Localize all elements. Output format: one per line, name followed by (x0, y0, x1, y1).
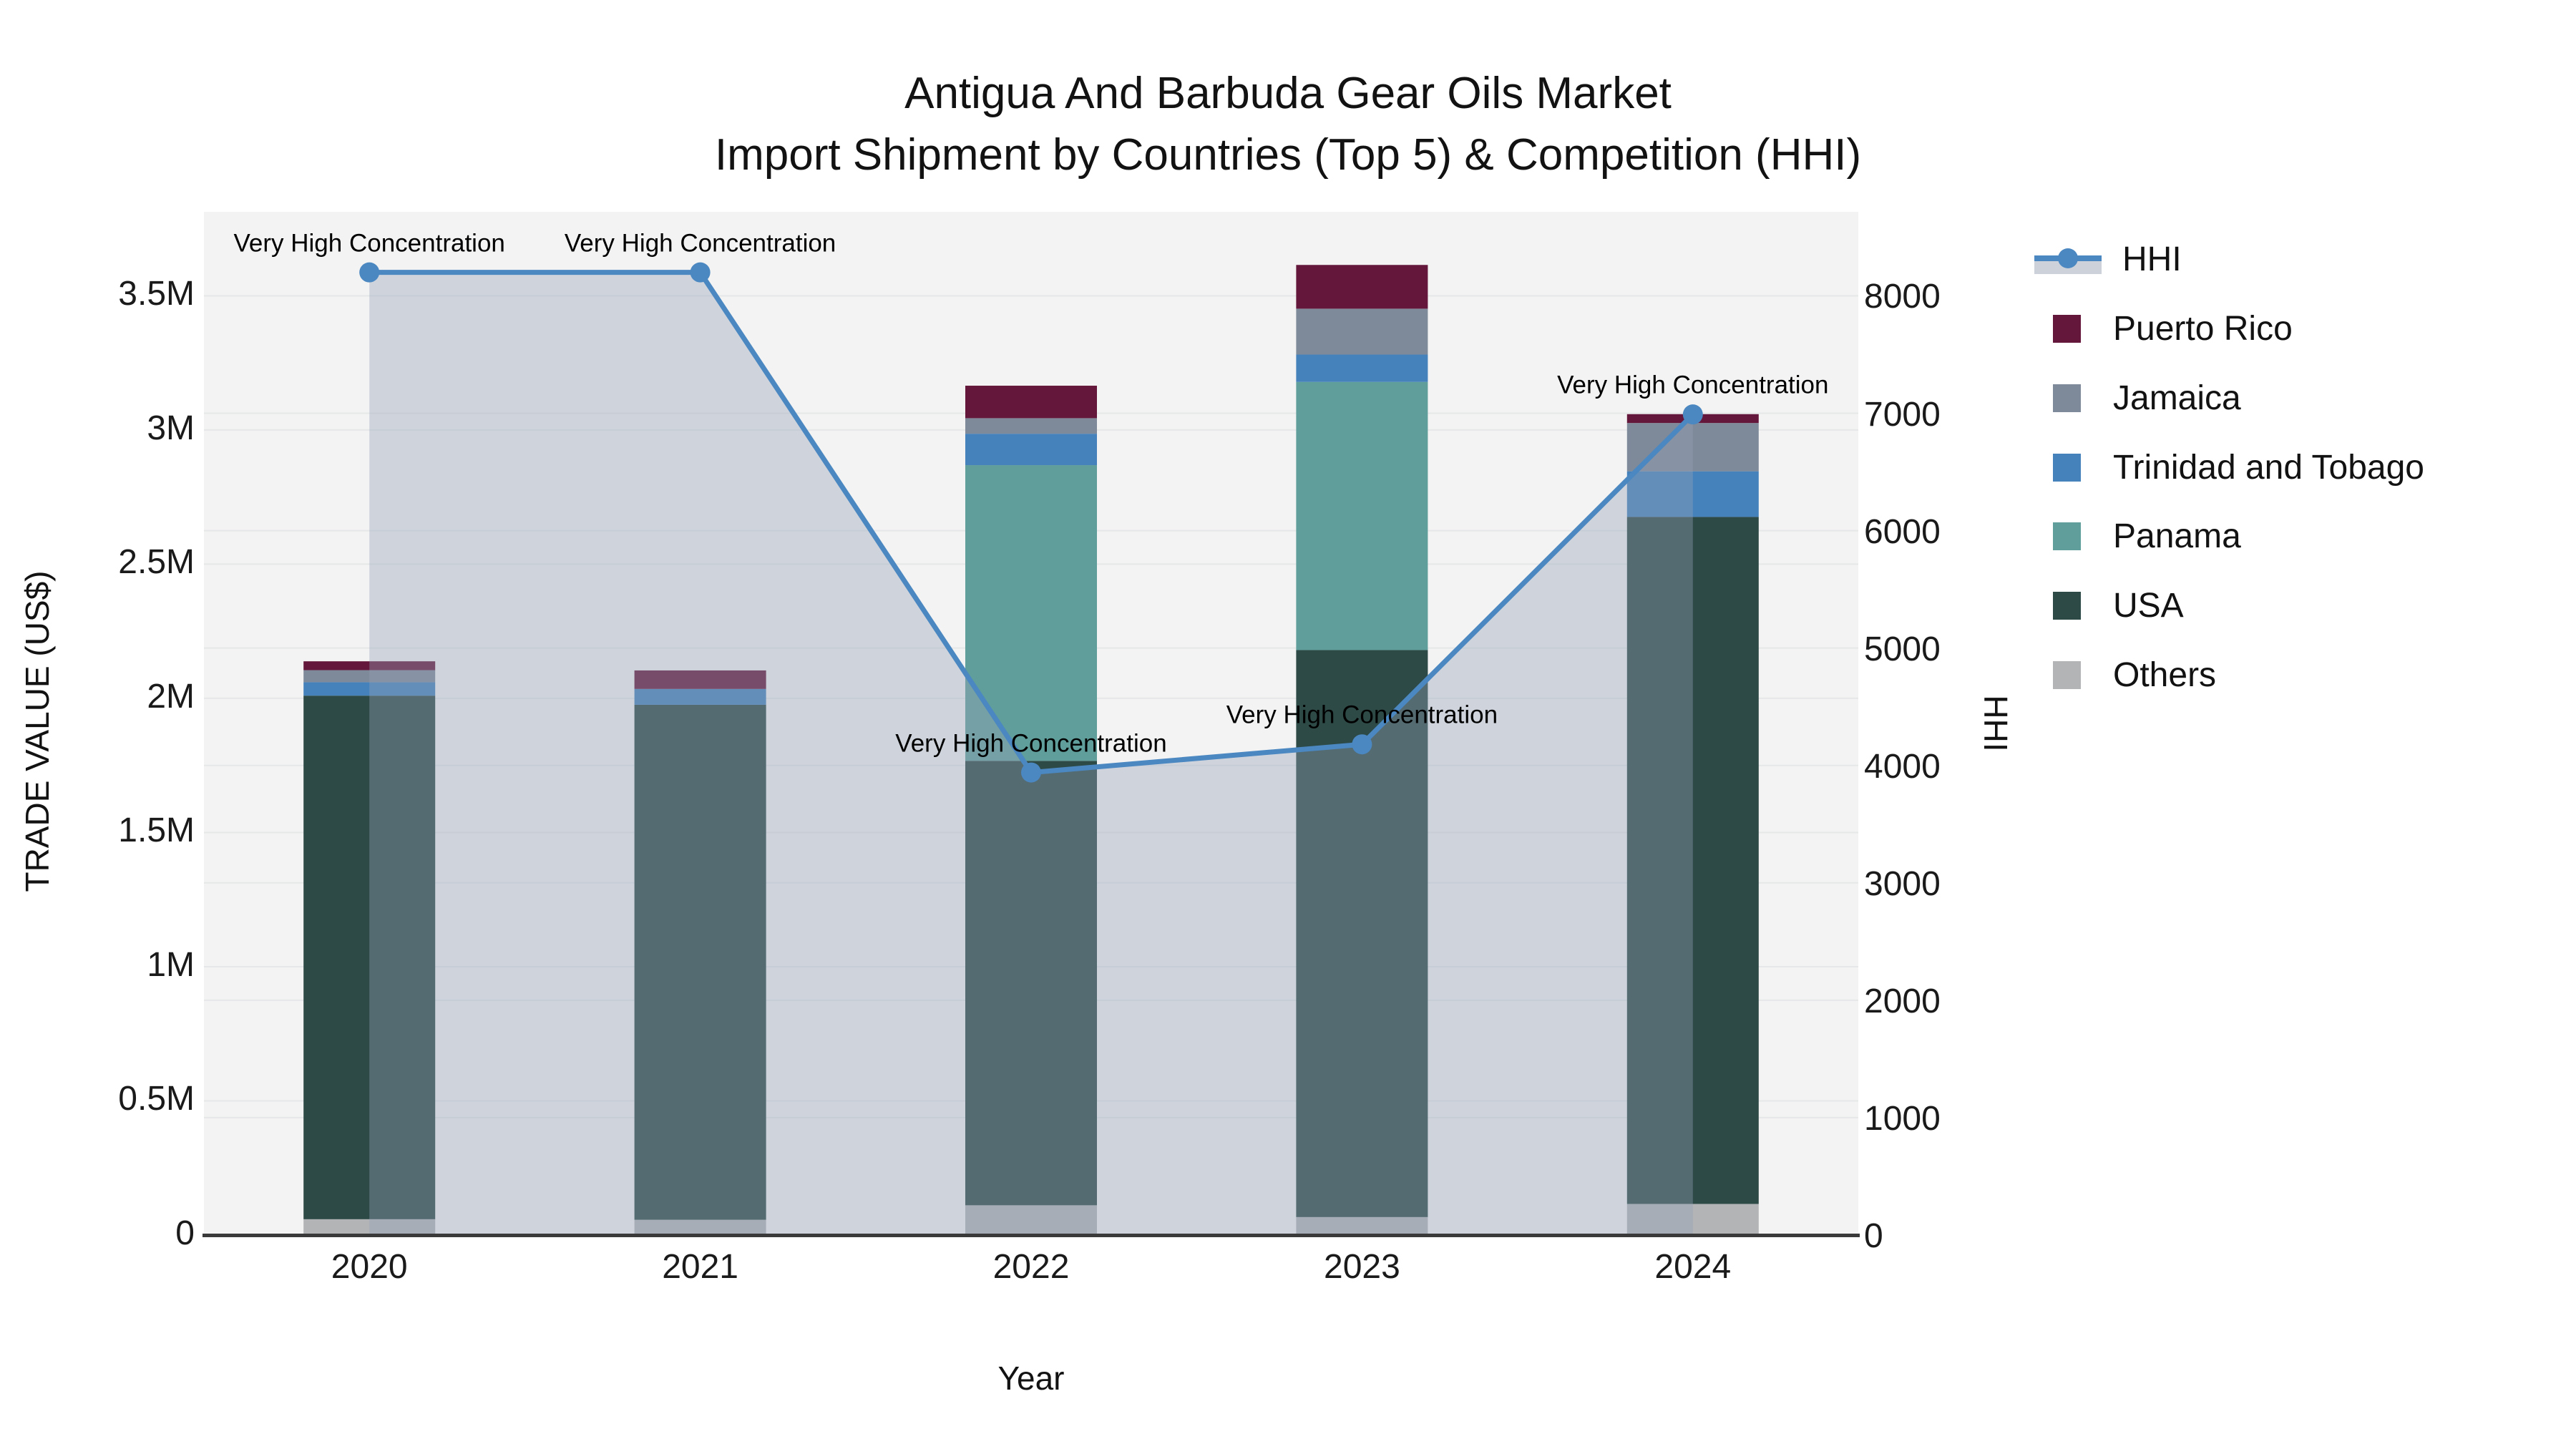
hhi-marker-2022[interactable] (1021, 762, 1041, 783)
legend-item-panama[interactable]: Panama (2034, 502, 2241, 571)
left-axis-tick-0.5M: 0.5M (118, 1080, 195, 1118)
legend-label-puerto-rico: Puerto Rico (2113, 310, 2293, 348)
bar-segment-others-2023[interactable] (1296, 1216, 1428, 1235)
annotation-2021: Very High Concentration (564, 229, 836, 258)
bar-segment-panama-2022[interactable] (965, 465, 1097, 761)
right-axis-tick-3000: 3000 (1864, 864, 1941, 903)
chart-title-line1: Antigua And Barbuda Gear Oils Market (904, 69, 1672, 118)
x-axis-tick-2022: 2022 (992, 1248, 1070, 1286)
legend-item-trinidad-and-tobago[interactable]: Trinidad and Tobago (2034, 433, 2424, 502)
bar-segment-puerto-rico-2022[interactable] (965, 386, 1097, 419)
legend-swatch-icon (2053, 592, 2081, 620)
bar-segment-trinidad-and-tobago-2020[interactable] (303, 682, 436, 696)
left-axis-tick-3.5M: 3.5M (118, 275, 195, 313)
bar-segment-others-2020[interactable] (303, 1219, 436, 1235)
left-axis-tick-1.5M: 1.5M (118, 811, 195, 850)
hhi-marker-2023[interactable] (1352, 734, 1372, 755)
bar-segment-jamaica-2023[interactable] (1296, 308, 1428, 355)
left-axis-tick-1M: 1M (147, 945, 195, 984)
x-axis-title: Year (997, 1360, 1065, 1397)
hhi-marker-2020[interactable] (359, 262, 380, 283)
bar-segment-others-2022[interactable] (965, 1205, 1097, 1235)
bar-segment-trinidad-and-tobago-2023[interactable] (1296, 354, 1428, 382)
legend-swatch-icon (2053, 453, 2081, 482)
right-axis-tick-6000: 6000 (1864, 512, 1941, 551)
hhi-marker-2021[interactable] (690, 262, 711, 283)
bar-segment-usa-2020[interactable] (303, 696, 436, 1219)
right-axis-tick-2000: 2000 (1864, 982, 1941, 1020)
legend-swatch-icon (2053, 315, 2081, 343)
left-axis-tick-3M: 3M (147, 409, 195, 447)
x-axis-tick-2021: 2021 (662, 1248, 738, 1286)
legend-item-others[interactable]: Others (2034, 641, 2216, 710)
right-axis-tick-1000: 1000 (1864, 1099, 1941, 1138)
legend-label-panama: Panama (2113, 517, 2241, 556)
legend-label-others: Others (2113, 656, 2217, 694)
bar-segment-jamaica-2024[interactable] (1626, 423, 1759, 472)
right-axis-tick-5000: 5000 (1864, 630, 1941, 668)
bar-segment-trinidad-and-tobago-2022[interactable] (965, 434, 1097, 466)
legend-item-usa[interactable]: USA (2034, 572, 2184, 640)
bar-segment-others-2024[interactable] (1626, 1204, 1759, 1235)
legend-item-jamaica[interactable]: Jamaica (2034, 364, 2241, 432)
legend-label-jamaica: Jamaica (2113, 379, 2241, 417)
legend-item-puerto-rico[interactable]: Puerto Rico (2034, 295, 2293, 364)
bar-segment-usa-2024[interactable] (1626, 517, 1759, 1204)
x-axis-tick-2024: 2024 (1654, 1248, 1732, 1286)
bar-segment-trinidad-and-tobago-2024[interactable] (1626, 471, 1759, 517)
hhi-line-icon (2034, 245, 2102, 274)
legend-label-trinidad-and-tobago: Trinidad and Tobago (2113, 448, 2424, 487)
bar-segment-others-2021[interactable] (634, 1219, 766, 1235)
bar-segment-trinidad-and-tobago-2021[interactable] (634, 688, 766, 705)
left-axis-tick-0: 0 (175, 1214, 195, 1252)
bar-segment-puerto-rico-2021[interactable] (634, 670, 766, 689)
hhi-marker-2024[interactable] (1682, 404, 1703, 425)
bar-segment-jamaica-2022[interactable] (965, 418, 1097, 434)
left-axis-title: TRADE VALUE (US$) (19, 570, 56, 892)
bar-segment-puerto-rico-2020[interactable] (303, 661, 436, 670)
right-axis-tick-0: 0 (1864, 1217, 1883, 1255)
legend-swatch-icon (2053, 661, 2081, 689)
legend-item-hhi[interactable]: HHI (2034, 225, 2182, 294)
annotation-2020: Very High Concentration (233, 229, 505, 258)
left-axis-tick-2M: 2M (147, 677, 195, 716)
bar-segment-puerto-rico-2023[interactable] (1296, 265, 1428, 309)
annotation-2024: Very High Concentration (1557, 371, 1829, 399)
right-axis-tick-8000: 8000 (1864, 278, 1941, 316)
bar-segment-panama-2023[interactable] (1296, 381, 1428, 650)
legend-label-usa: USA (2113, 587, 2184, 625)
bar-segment-usa-2021[interactable] (634, 704, 766, 1220)
x-axis-tick-2020: 2020 (331, 1248, 408, 1286)
left-axis-tick-2.5M: 2.5M (118, 543, 195, 582)
legend-label-hhi: HHI (2122, 240, 2182, 279)
hhi-area-fill (369, 272, 1693, 1236)
chart-title-line2: Import Shipment by Countries (Top 5) & C… (714, 130, 1862, 180)
x-axis-tick-2023: 2023 (1324, 1248, 1400, 1286)
bar-segment-usa-2022[interactable] (965, 761, 1097, 1206)
annotation-2023: Very High Concentration (1226, 701, 1498, 729)
right-axis-tick-7000: 7000 (1864, 395, 1941, 434)
annotation-2022: Very High Concentration (895, 729, 1167, 758)
x-axis-line (203, 1234, 1860, 1237)
legend-swatch-icon (2053, 522, 2081, 551)
right-axis-tick-4000: 4000 (1864, 747, 1941, 786)
bar-segment-jamaica-2020[interactable] (303, 670, 436, 683)
right-axis-title: HHI (1977, 695, 2014, 752)
legend-swatch-icon (2053, 384, 2081, 412)
